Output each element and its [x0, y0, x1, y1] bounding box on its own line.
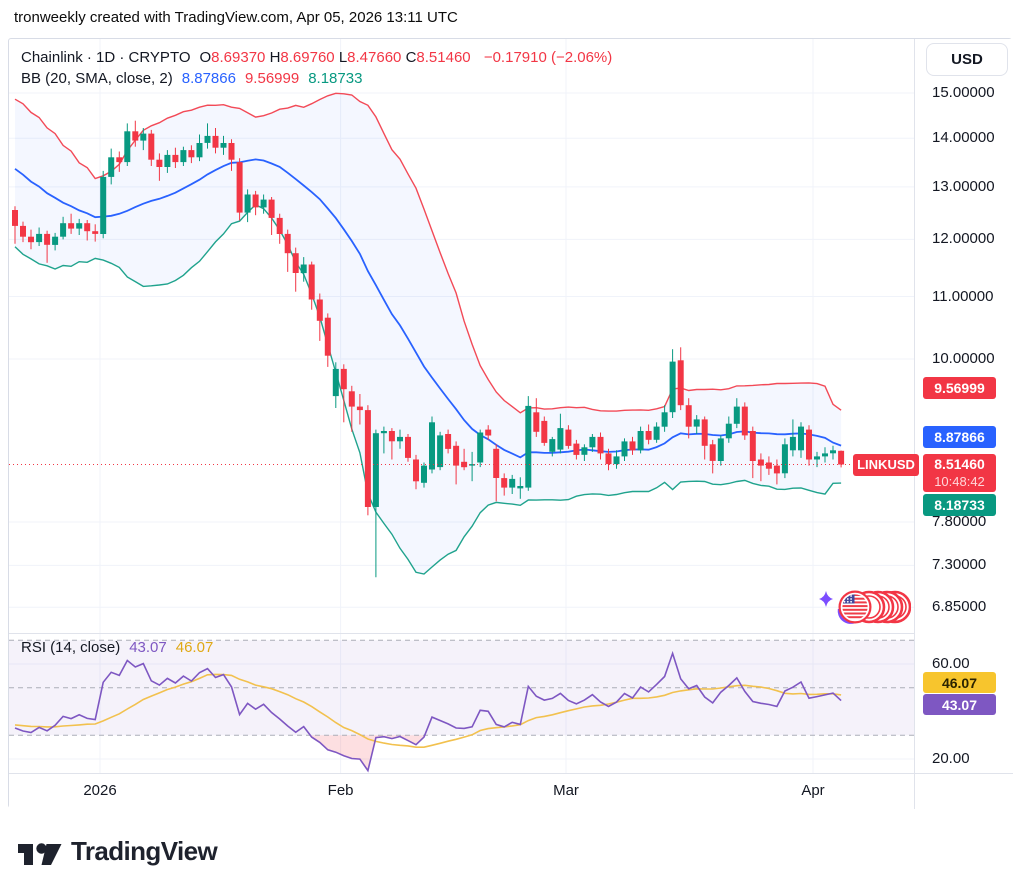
ohlc-values: O8.69370 H8.69760 L8.47660 C8.51460: [200, 49, 475, 66]
rsi-value-badge: 43.07: [923, 694, 996, 715]
indicator-price-badge: 9.56999: [923, 376, 996, 399]
time-axis-label: Feb: [327, 782, 354, 799]
price-tick-label: 14.00000: [932, 129, 995, 147]
rsi-label: RSI (14, close): [21, 639, 121, 656]
chart-plot-area[interactable]: Chainlink · 1D · CRYPTO O8.69370 H8.69760…: [9, 39, 919, 809]
currency-toggle-button[interactable]: USD: [926, 43, 1008, 76]
price-tick-label: 7.30000: [932, 556, 987, 574]
change-value: −0.17910 (−2.06%): [483, 49, 613, 66]
bb-basis-value: 8.87866: [181, 70, 236, 87]
time-axis-label: 2026: [83, 782, 117, 799]
tradingview-logo-text: TradingView: [71, 836, 218, 866]
bb-label: BB (20, SMA, close, 2): [21, 70, 173, 87]
rsi-legend[interactable]: RSI (14, close) 43.07 46.07: [21, 639, 213, 656]
flag-sparkle-watermark: [819, 590, 911, 624]
main-price-pane[interactable]: [9, 39, 914, 633]
rsi-value-badge: 46.07: [923, 672, 996, 693]
countdown-timer: 10:48:42: [934, 473, 985, 489]
indicator-price-badge: 8.87866: [923, 426, 996, 448]
sparkle-icon: [819, 591, 833, 607]
last-price-value: 8.51460: [934, 455, 985, 472]
rsi-oversold-fill: [310, 735, 425, 771]
rsi-line: [14, 650, 842, 773]
price-tick-label: 15.00000: [932, 84, 995, 101]
tradingview-logo-icon: [18, 842, 62, 865]
bb-upper-value: 9.56999: [244, 70, 300, 87]
us-flag-icon: [838, 590, 872, 624]
pane-divider[interactable]: [9, 633, 914, 634]
price-tick-label: 11.00000: [932, 287, 994, 305]
symbol-price-tag: LINKUSD: [853, 453, 919, 476]
price-tick-label: 12.00000: [932, 230, 995, 248]
chart-frame: Chainlink · 1D · CRYPTO O8.69370 H8.69760…: [8, 38, 1013, 809]
rsi-value: 43.07: [129, 639, 167, 656]
attribution-text: tronweekly created with TradingView.com,…: [14, 9, 458, 26]
ohlc-item: L8.47660: [338, 49, 402, 66]
symbol-title[interactable]: Chainlink · 1D · CRYPTO: [21, 49, 191, 66]
price-tick-label: 6.85000: [932, 598, 987, 616]
price-axis[interactable]: USD 15.00000 14.00000 13.00000 12.00000 11.0…: [914, 39, 1013, 809]
rsi-pane[interactable]: [9, 633, 914, 773]
bb-lower-value: 8.18733: [308, 70, 363, 87]
time-axis-label: Apr: [801, 782, 825, 799]
last-price-badge: 8.51460 10:48:42: [923, 453, 996, 492]
time-axis[interactable]: 2026 Feb Mar Apr: [9, 773, 914, 809]
price-tick-label: 10.00000: [932, 350, 995, 367]
symbol-legend[interactable]: Chainlink · 1D · CRYPTO O8.69370 H8.69760…: [21, 49, 612, 66]
bollinger-bands: [14, 92, 842, 575]
rsi-ma-value: 46.07: [175, 639, 214, 656]
rsi-tick-label: 20.00: [932, 750, 970, 767]
price-tick-label: 13.00000: [932, 177, 995, 195]
time-axis-label: Mar: [553, 782, 579, 799]
rsi-ma-line: [14, 673, 842, 748]
price-tick-label: 7.80000: [932, 513, 987, 530]
indicator-price-badge: 8.18733: [923, 493, 996, 516]
rsi-tick-label: 60.00: [932, 655, 970, 672]
ohlc-item: H8.69760: [269, 49, 335, 66]
ohlc-item: O8.69370: [199, 49, 266, 66]
time-axis-border: [9, 773, 1013, 774]
footer-brand[interactable]: TradingView: [16, 836, 218, 867]
bb-legend[interactable]: BB (20, SMA, close, 2) 8.87866 9.56999 8.18…: [21, 70, 362, 87]
ohlc-item: C8.51460: [405, 49, 471, 66]
candles: [12, 120, 845, 578]
